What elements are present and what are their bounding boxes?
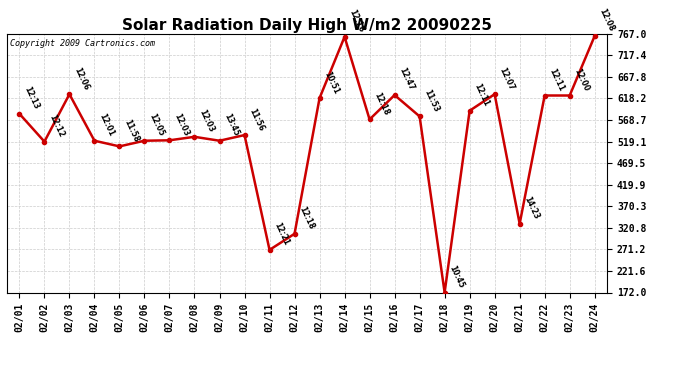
Text: 12:18: 12:18 bbox=[297, 205, 316, 231]
Text: 12:16: 12:16 bbox=[347, 8, 366, 34]
Text: 12:13: 12:13 bbox=[22, 86, 41, 111]
Text: 12:06: 12:06 bbox=[72, 66, 90, 92]
Text: 12:00: 12:00 bbox=[573, 67, 591, 93]
Text: 14:23: 14:23 bbox=[522, 195, 541, 221]
Text: 12:01: 12:01 bbox=[97, 112, 115, 138]
Text: 12:08: 12:08 bbox=[598, 8, 616, 33]
Text: 11:53: 11:53 bbox=[422, 88, 441, 114]
Text: 12:21: 12:21 bbox=[273, 221, 290, 247]
Text: 10:45: 10:45 bbox=[447, 264, 466, 290]
Text: 11:56: 11:56 bbox=[247, 107, 266, 132]
Text: 11:58: 11:58 bbox=[122, 118, 141, 144]
Text: 12:12: 12:12 bbox=[47, 113, 66, 139]
Text: 10:51: 10:51 bbox=[322, 70, 341, 95]
Text: Copyright 2009 Cartronics.com: Copyright 2009 Cartronics.com bbox=[10, 39, 155, 48]
Text: 12:18: 12:18 bbox=[373, 91, 391, 117]
Text: 12:11: 12:11 bbox=[473, 82, 491, 108]
Text: 12:03: 12:03 bbox=[172, 112, 190, 138]
Text: 12:07: 12:07 bbox=[497, 66, 516, 92]
Text: 13:45: 13:45 bbox=[222, 112, 241, 138]
Text: 12:05: 12:05 bbox=[147, 112, 166, 138]
Title: Solar Radiation Daily High W/m2 20090225: Solar Radiation Daily High W/m2 20090225 bbox=[122, 18, 492, 33]
Text: 12:47: 12:47 bbox=[397, 66, 416, 92]
Text: 12:11: 12:11 bbox=[547, 67, 566, 93]
Text: 12:03: 12:03 bbox=[197, 108, 215, 134]
